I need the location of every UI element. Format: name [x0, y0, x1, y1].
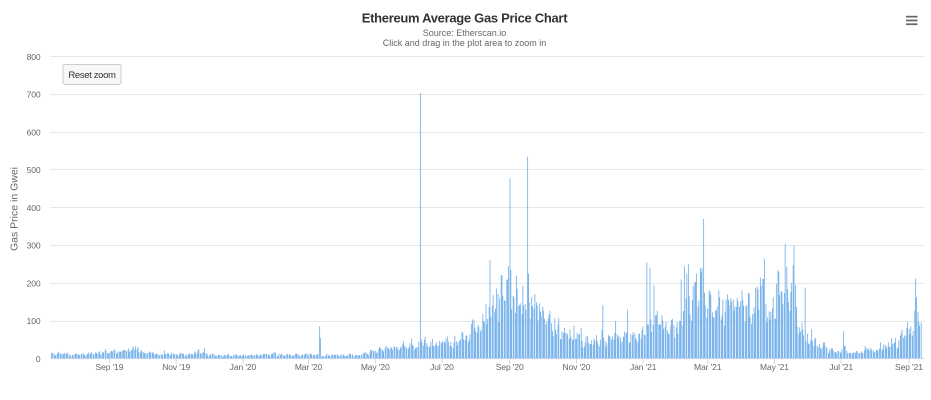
svg-text:Sep '21: Sep '21 [895, 362, 923, 372]
svg-text:0: 0 [36, 354, 41, 364]
svg-text:Sep '19: Sep '19 [96, 362, 124, 372]
svg-text:300: 300 [27, 241, 41, 251]
svg-text:Nov '19: Nov '19 [162, 362, 190, 372]
svg-text:400: 400 [27, 203, 41, 213]
svg-text:Jul '20: Jul '20 [430, 362, 454, 372]
svg-text:100: 100 [27, 316, 41, 326]
svg-text:800: 800 [27, 52, 41, 62]
svg-text:700: 700 [27, 90, 41, 100]
svg-text:Source: Etherscan.io: Source: Etherscan.io [423, 28, 507, 38]
svg-text:Mar '21: Mar '21 [694, 362, 722, 372]
svg-text:600: 600 [27, 127, 41, 137]
svg-text:Mar '20: Mar '20 [295, 362, 323, 372]
svg-text:Jan '20: Jan '20 [230, 362, 257, 372]
svg-text:Reset zoom: Reset zoom [68, 70, 116, 81]
svg-text:Jan '21: Jan '21 [630, 362, 657, 372]
svg-text:Gas Price in Gwei: Gas Price in Gwei [9, 167, 21, 251]
svg-text:Nov '20: Nov '20 [563, 362, 591, 372]
svg-text:Click and drag in the plot are: Click and drag in the plot area to zoom … [383, 38, 547, 48]
svg-text:Ethereum Average Gas Price Cha: Ethereum Average Gas Price Chart [362, 11, 568, 26]
svg-text:200: 200 [27, 278, 41, 288]
svg-text:Jul '21: Jul '21 [829, 362, 853, 372]
svg-text:May '20: May '20 [361, 362, 390, 372]
svg-text:May '21: May '21 [760, 362, 789, 372]
svg-text:Sep '20: Sep '20 [496, 362, 524, 372]
svg-text:500: 500 [27, 165, 41, 175]
